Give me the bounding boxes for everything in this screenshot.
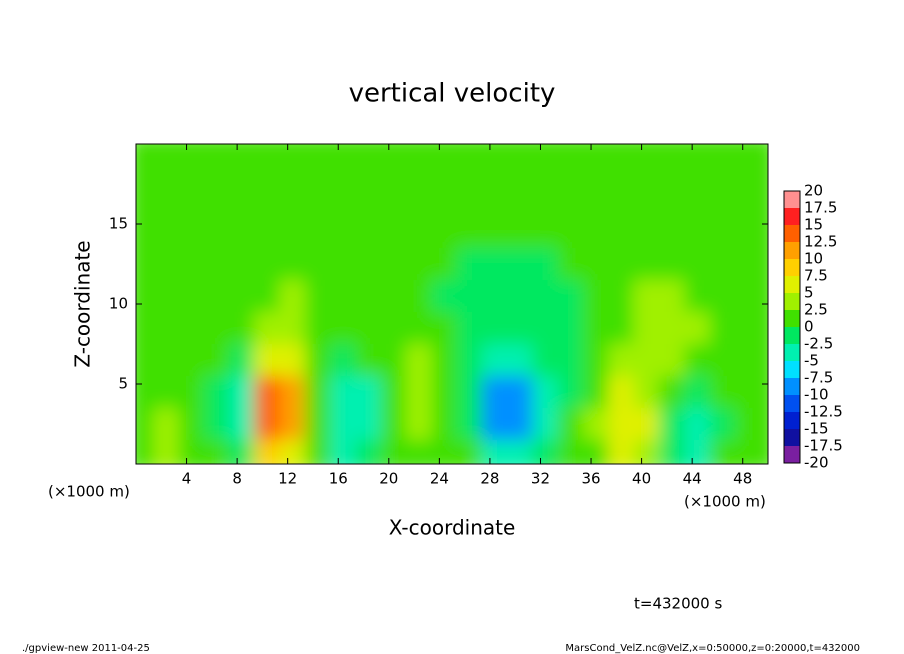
x-tick-label: 20 [379,470,398,488]
colorbar-swatch [784,361,800,378]
colorbar-swatch [784,225,800,242]
colorbar-label: -10 [804,386,829,404]
y-unit-label: (×1000 m) [48,483,130,501]
x-tick-label: 40 [632,470,651,488]
x-tick-label: 8 [232,470,242,488]
field [136,144,768,464]
time-label: t=432000 s [634,595,722,613]
y-axis-label: Z-coordinate [71,240,95,367]
colorbar-label: -5 [804,352,819,370]
colorbar-swatch [784,429,800,446]
colorbar-swatch [784,276,800,293]
colorbar-swatch [784,208,800,225]
colorbar-swatch [784,259,800,276]
colorbar-swatch [784,293,800,310]
colorbar-swatch [784,344,800,361]
colorbar-swatch [784,446,800,463]
colorbar-label: 0 [804,318,814,336]
x-axis-label: X-coordinate [389,516,516,540]
colorbar-swatch [784,395,800,412]
colorbar-label: 12.5 [804,233,837,251]
x-tick-label: 16 [329,470,348,488]
colorbar-label: -20 [804,454,829,472]
y-tick-label: 10 [109,295,128,313]
y-tick-label: 5 [118,375,128,393]
colorbar-label: 15 [804,216,823,234]
colorbar-frame [783,190,801,464]
x-tick-label: 44 [683,470,702,488]
colorbar-swatch [784,191,800,208]
colorbar-swatch [784,327,800,344]
cells [136,144,768,464]
chart-title: vertical velocity [349,79,556,109]
colorbar-label: -2.5 [804,335,833,353]
footer-left: ./gpview-new 2011-04-25 [22,643,150,654]
x-tick-label: 28 [480,470,499,488]
y-tick-label: 15 [109,215,128,233]
colorbar-swatch [784,242,800,259]
colorbar-label: 20 [804,182,823,200]
footer-right: MarsCond_VelZ.nc@VelZ,x=0:50000,z=0:2000… [565,643,860,654]
colorbar-label: -17.5 [804,437,843,455]
colorbar-label: -7.5 [804,369,833,387]
x-tick-label: 24 [430,470,449,488]
x-tick-label: 32 [531,470,550,488]
colorbar-swatch [784,310,800,327]
colorbar-label: 7.5 [804,267,828,285]
colorbar-swatch [784,412,800,429]
x-tick-label: 36 [581,470,600,488]
colorbar-label: -12.5 [804,403,843,421]
x-unit-label: (×1000 m) [684,493,766,511]
colorbar-label: 17.5 [804,199,837,217]
x-tick-label: 12 [278,470,297,488]
x-tick-label: 4 [182,470,192,488]
x-tick-label: 48 [733,470,752,488]
colorbar-swatch [784,378,800,395]
colorbar-label: 10 [804,250,823,268]
colorbar-label: 5 [804,284,814,302]
colorbar-label: 2.5 [804,301,828,319]
cell [734,144,768,184]
colorbar-label: -15 [804,420,829,438]
